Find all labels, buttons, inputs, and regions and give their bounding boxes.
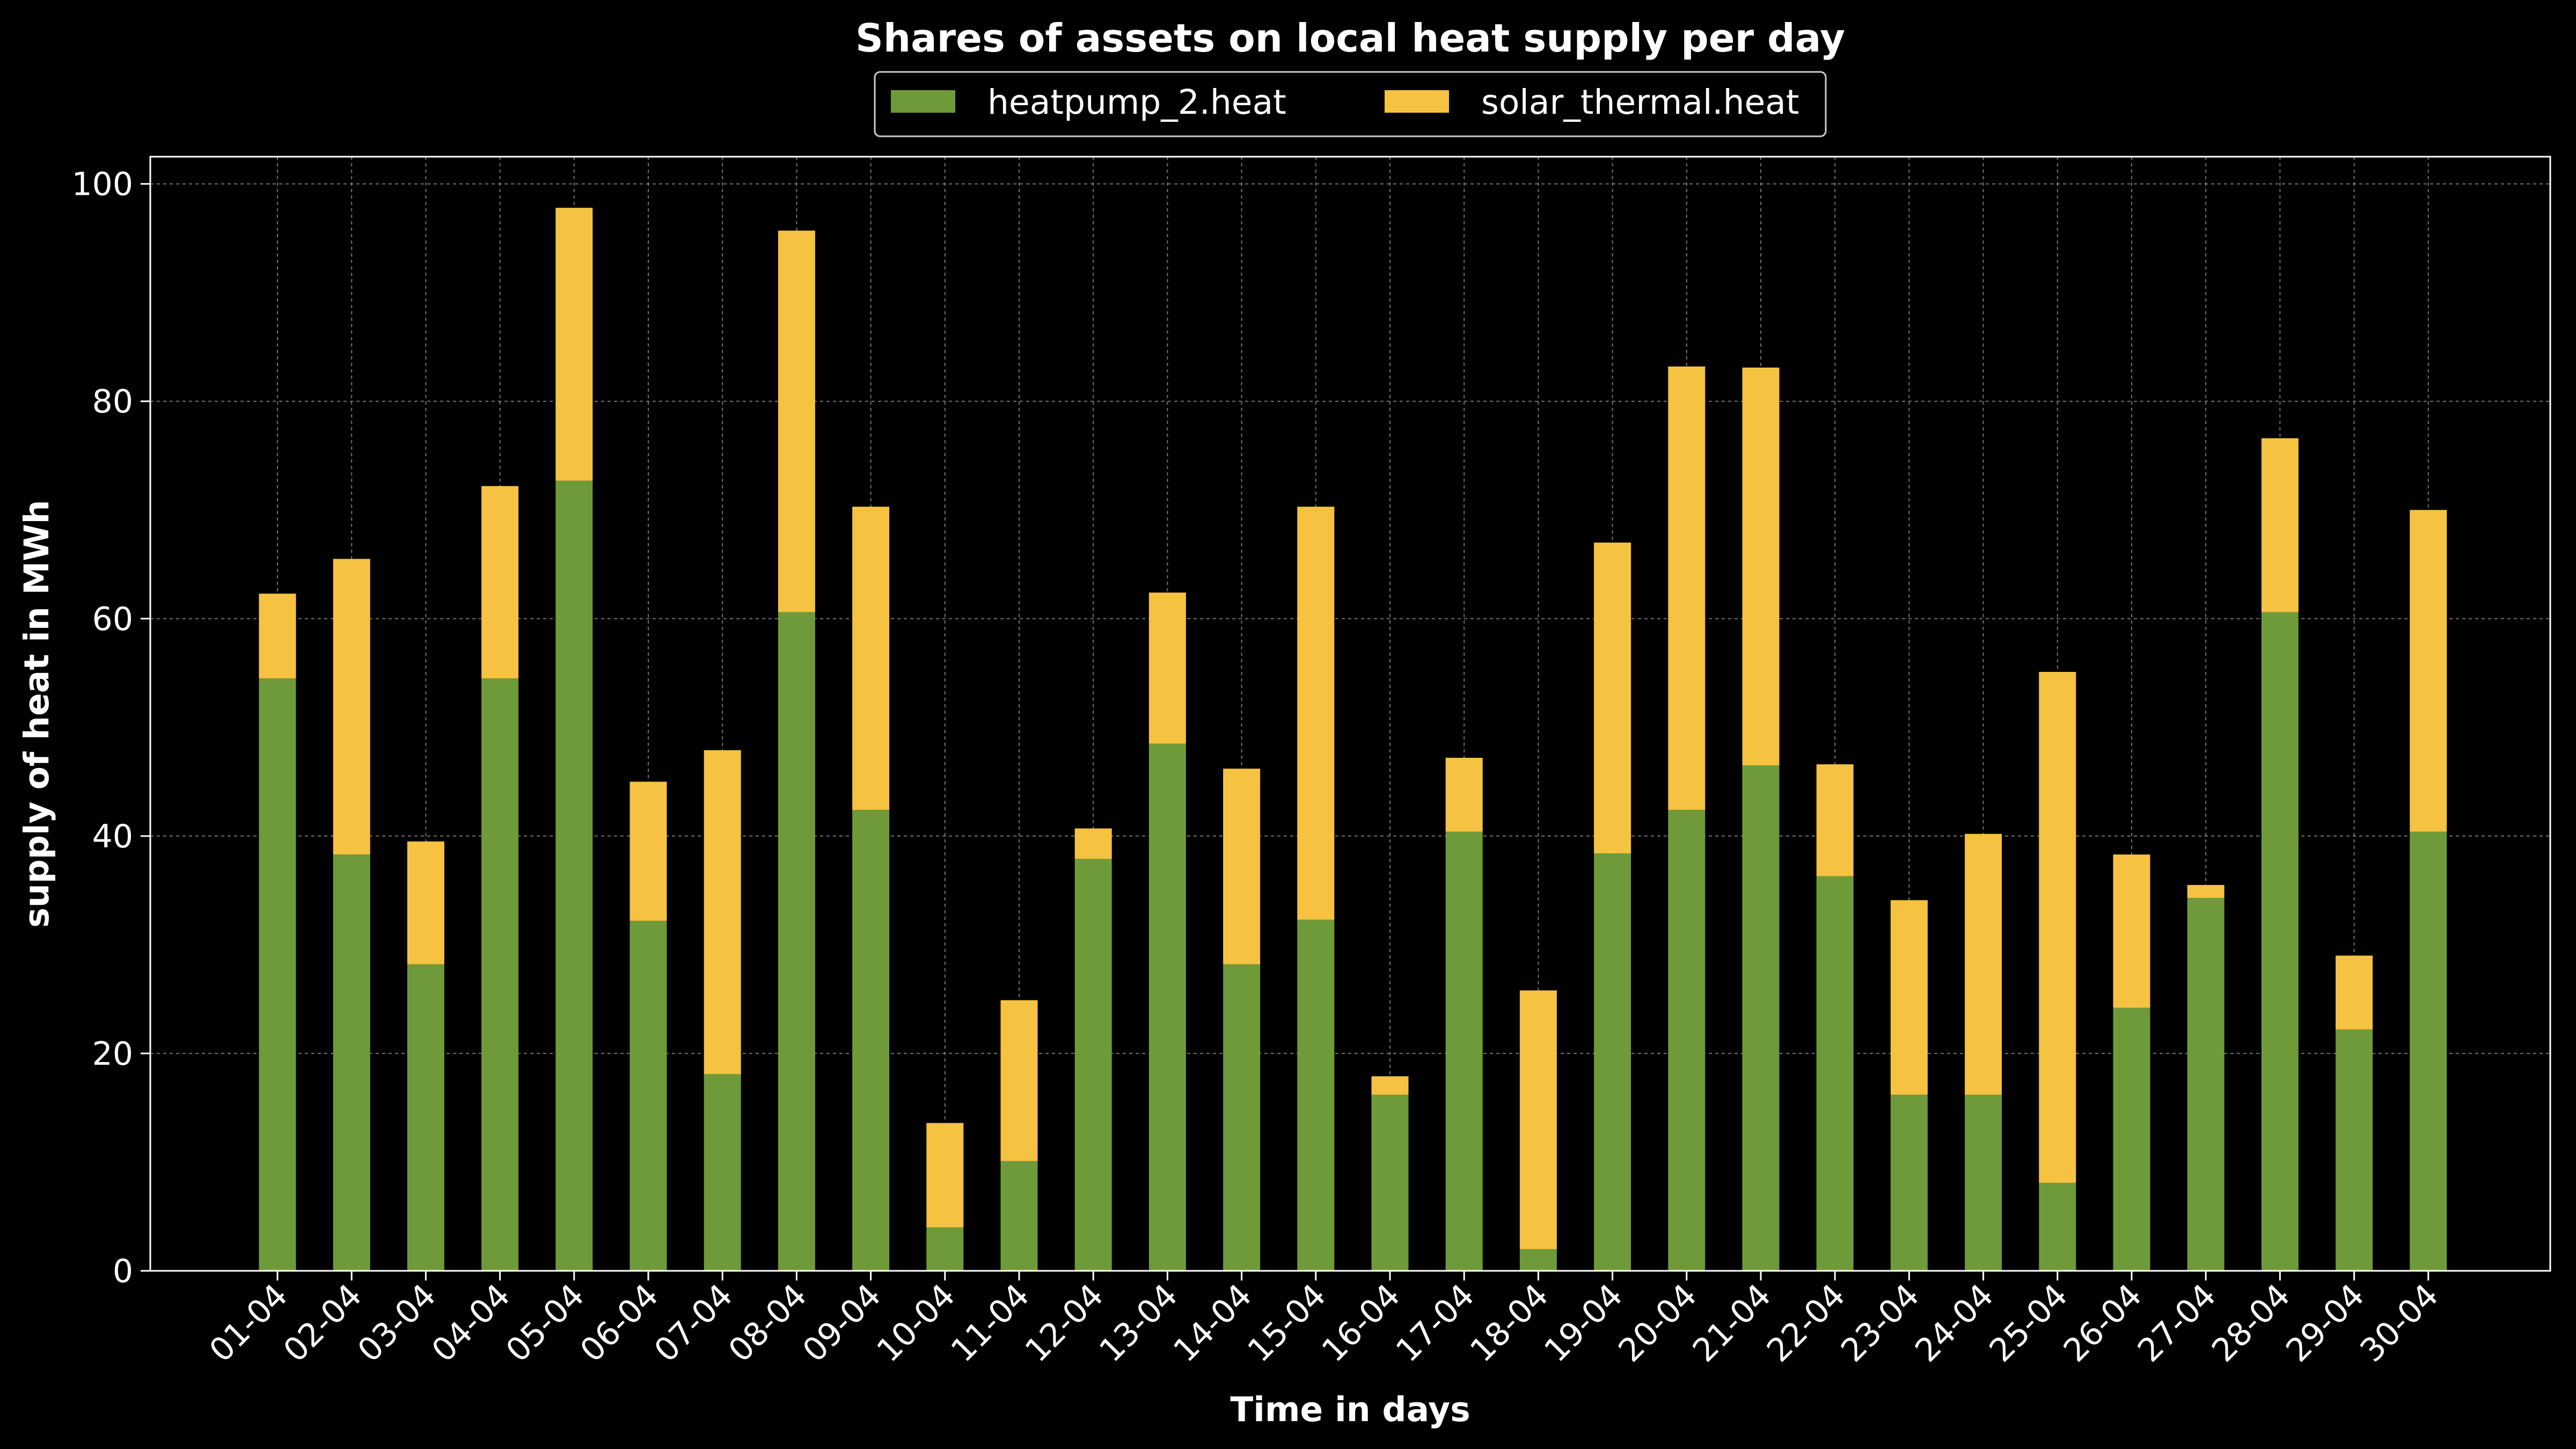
bar-heatpump-28-04 (2261, 612, 2299, 1271)
bar-heatpump-19-04 (1594, 853, 1631, 1271)
bar-solar-11-04 (1000, 1000, 1038, 1161)
bar-solar-13-04 (1148, 592, 1186, 744)
bar-solar-25-04 (2039, 672, 2076, 1183)
y-tick-label-4: 80 (92, 383, 133, 421)
bar-solar-18-04 (1519, 990, 1557, 1249)
bar-solar-12-04 (1074, 828, 1112, 859)
bar-solar-26-04 (2113, 854, 2150, 1008)
bar-heatpump-10-04 (926, 1227, 964, 1271)
bar-heatpump-08-04 (778, 612, 815, 1271)
bar-heatpump-18-04 (1519, 1249, 1557, 1271)
bar-solar-04-04 (481, 486, 519, 679)
bar-solar-10-04 (926, 1123, 964, 1227)
bar-heatpump-23-04 (1890, 1094, 1928, 1271)
bar-heatpump-02-04 (333, 854, 370, 1271)
bar-solar-07-04 (704, 750, 741, 1074)
bar-solar-23-04 (1890, 900, 1928, 1095)
bar-heatpump-14-04 (1223, 964, 1261, 1271)
bar-solar-15-04 (1297, 507, 1335, 920)
bar-solar-24-04 (1965, 833, 2002, 1095)
bar-heatpump-26-04 (2113, 1007, 2150, 1271)
legend: heatpump_2.heat solar_thermal.heat (874, 71, 1827, 137)
bar-heatpump-07-04 (704, 1074, 741, 1271)
chart-title: Shares of assets on local heat supply pe… (855, 16, 1845, 61)
bar-solar-05-04 (555, 208, 593, 481)
bar-solar-17-04 (1445, 758, 1483, 832)
bar-heatpump-06-04 (630, 920, 667, 1271)
y-tick-label-0: 0 (113, 1253, 133, 1290)
bar-heatpump-05-04 (555, 480, 593, 1271)
legend-label-solar: solar_thermal.heat (1481, 83, 1799, 122)
bar-solar-30-04 (2410, 510, 2447, 832)
bar-solar-02-04 (333, 559, 370, 855)
bar-heatpump-13-04 (1148, 743, 1186, 1271)
bar-solar-21-04 (1742, 367, 1780, 766)
axes (141, 156, 2551, 1280)
bar-solar-01-04 (259, 594, 296, 679)
bar-solar-20-04 (1668, 366, 1706, 810)
bar-solar-03-04 (407, 841, 444, 964)
bar-solar-29-04 (2336, 955, 2373, 1030)
y-tick-labels: 0 20 40 60 80 100 (71, 166, 133, 1290)
bar-heatpump-04-04 (481, 678, 519, 1271)
legend-swatch-heatpump (891, 90, 955, 113)
bar-solar-19-04 (1594, 543, 1631, 854)
bar-solar-22-04 (1816, 764, 1854, 876)
bar-heatpump-30-04 (2410, 831, 2447, 1271)
bar-heatpump-25-04 (2039, 1182, 2076, 1271)
bar-heatpump-15-04 (1297, 919, 1335, 1271)
bar-heatpump-20-04 (1668, 810, 1706, 1271)
bar-heatpump-24-04 (1965, 1094, 2002, 1271)
bar-heatpump-17-04 (1445, 831, 1483, 1271)
bar-heatpump-12-04 (1074, 859, 1112, 1271)
bar-heatpump-29-04 (2336, 1029, 2373, 1271)
bar-solar-27-04 (2187, 884, 2224, 898)
bar-heatpump-11-04 (1000, 1161, 1038, 1271)
bar-solar-28-04 (2261, 438, 2299, 612)
bar-heatpump-09-04 (852, 810, 890, 1271)
bar-solar-08-04 (778, 230, 815, 612)
legend-label-heatpump: heatpump_2.heat (987, 83, 1286, 122)
x-axis-label: Time in days (1230, 1390, 1470, 1429)
bar-heatpump-21-04 (1742, 765, 1780, 1271)
bar-heatpump-01-04 (259, 678, 296, 1271)
bar-solar-06-04 (630, 781, 667, 921)
y-tick-label-2: 40 (92, 818, 133, 855)
bar-heatpump-03-04 (407, 964, 444, 1271)
y-tick-label-3: 60 (92, 601, 133, 638)
y-tick-label-1: 20 (92, 1035, 133, 1073)
bars (259, 208, 2447, 1271)
bar-heatpump-22-04 (1816, 876, 1854, 1271)
bar-heatpump-16-04 (1371, 1094, 1409, 1271)
y-axis-label: supply of heat in MWh (17, 500, 56, 927)
bar-solar-14-04 (1223, 769, 1261, 964)
bar-solar-09-04 (852, 507, 890, 810)
plot-frame (149, 156, 2551, 1272)
legend-swatch-solar (1385, 90, 1449, 113)
bar-heatpump-27-04 (2187, 898, 2224, 1271)
legend-frame (874, 71, 1827, 137)
bar-solar-16-04 (1371, 1076, 1409, 1095)
y-tick-label-5: 100 (71, 166, 133, 203)
